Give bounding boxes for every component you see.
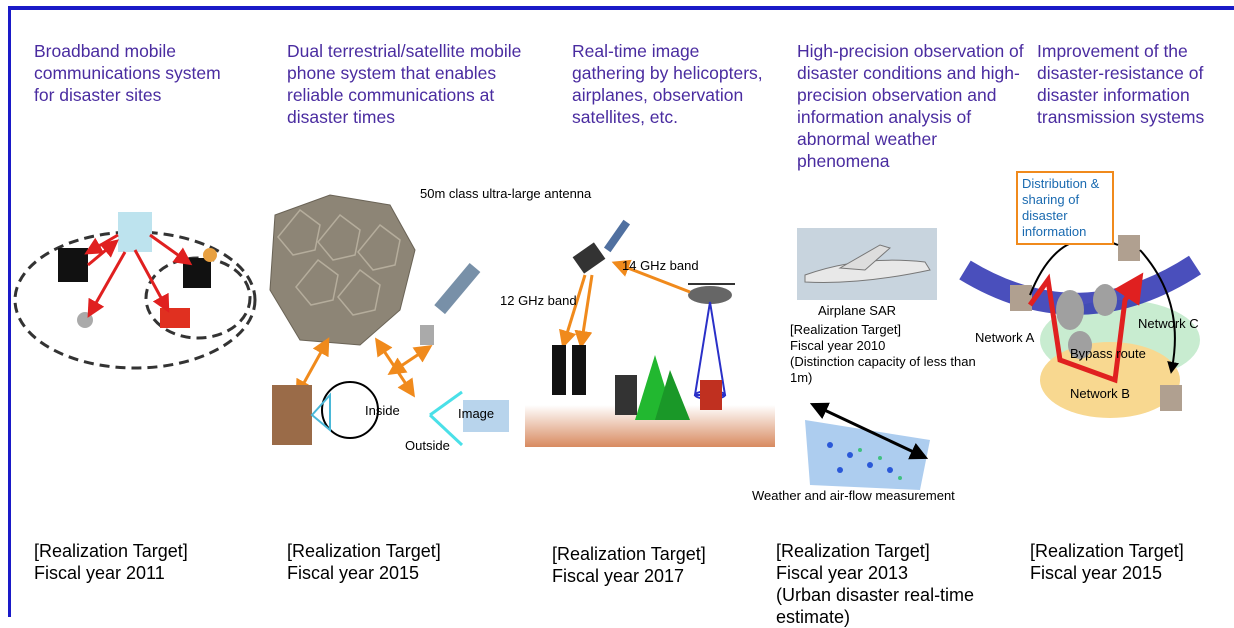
- target-line: Fiscal year 2013: [776, 562, 981, 584]
- target: [Realization Target] Fiscal year 2011: [34, 540, 254, 584]
- label: Inside: [365, 403, 400, 418]
- target-line: [Realization Target]: [1030, 540, 1230, 562]
- label: Image: [458, 406, 494, 421]
- target: [Realization Target] Fiscal year 2017: [552, 543, 772, 587]
- column-title: High-precision observation of disaster c…: [797, 40, 1029, 172]
- box-label: Distribution & sharing of disaster infor…: [1022, 176, 1112, 240]
- label: Outside: [405, 438, 450, 453]
- label: 12 GHz band: [500, 293, 577, 308]
- label: Network C: [1138, 316, 1199, 331]
- target: [Realization Target] Fiscal year 2015: [1030, 540, 1230, 584]
- label: Airplane SAR: [818, 303, 938, 319]
- disaster-site-illustration: [15, 212, 255, 368]
- label: [Realization Target]: [790, 322, 990, 338]
- target-line: [Realization Target]: [287, 540, 507, 562]
- label: Bypass route: [1070, 346, 1146, 361]
- column-title: Improvement of the disaster-resistance o…: [1037, 40, 1234, 128]
- column-title: Real-time image gathering by helicopters…: [572, 40, 777, 128]
- target-line: Fiscal year 2015: [287, 562, 507, 584]
- label: 14 GHz band: [622, 258, 699, 273]
- image-gathering-illustration: 14 GHz band 12 GHz band: [500, 220, 775, 447]
- column-title: Dual terrestrial/satellite mobile phone …: [287, 40, 552, 128]
- page: 50m class ultra-large antenna Inside Out…: [0, 0, 1234, 617]
- target-line: (Urban disaster real-time estimate): [776, 584, 981, 628]
- target-line: Fiscal year 2015: [1030, 562, 1230, 584]
- column-title: Broadband mobile communications system f…: [34, 40, 234, 106]
- target-line: [Realization Target]: [552, 543, 772, 565]
- target: [Realization Target] Fiscal year 2015: [287, 540, 507, 584]
- target-line: [Realization Target]: [776, 540, 981, 562]
- label: 50m class ultra-large antenna: [420, 186, 592, 201]
- target-line: [Realization Target]: [34, 540, 254, 562]
- label: (Distinction capacity of less than 1m): [790, 354, 990, 386]
- label: Weather and air-flow measurement: [752, 488, 1022, 504]
- target: [Realization Target] Fiscal year 2013 (U…: [776, 540, 981, 628]
- label: Network B: [1070, 386, 1130, 401]
- target-line: Fiscal year 2017: [552, 565, 772, 587]
- target-line: Fiscal year 2011: [34, 562, 254, 584]
- label: Fiscal year 2010: [790, 338, 990, 354]
